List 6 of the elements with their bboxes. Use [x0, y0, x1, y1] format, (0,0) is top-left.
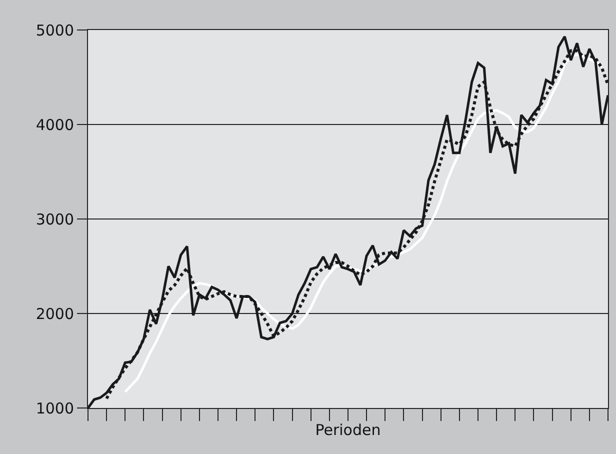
y-tick-label: 1000 — [36, 399, 74, 418]
x-axis-title: Perioden — [315, 421, 381, 439]
y-tick-label: 4000 — [36, 116, 74, 134]
y-tick-label: 3000 — [36, 210, 74, 228]
y-tick-label: 2000 — [36, 304, 74, 323]
y-tick-label: 5000 — [36, 21, 74, 40]
